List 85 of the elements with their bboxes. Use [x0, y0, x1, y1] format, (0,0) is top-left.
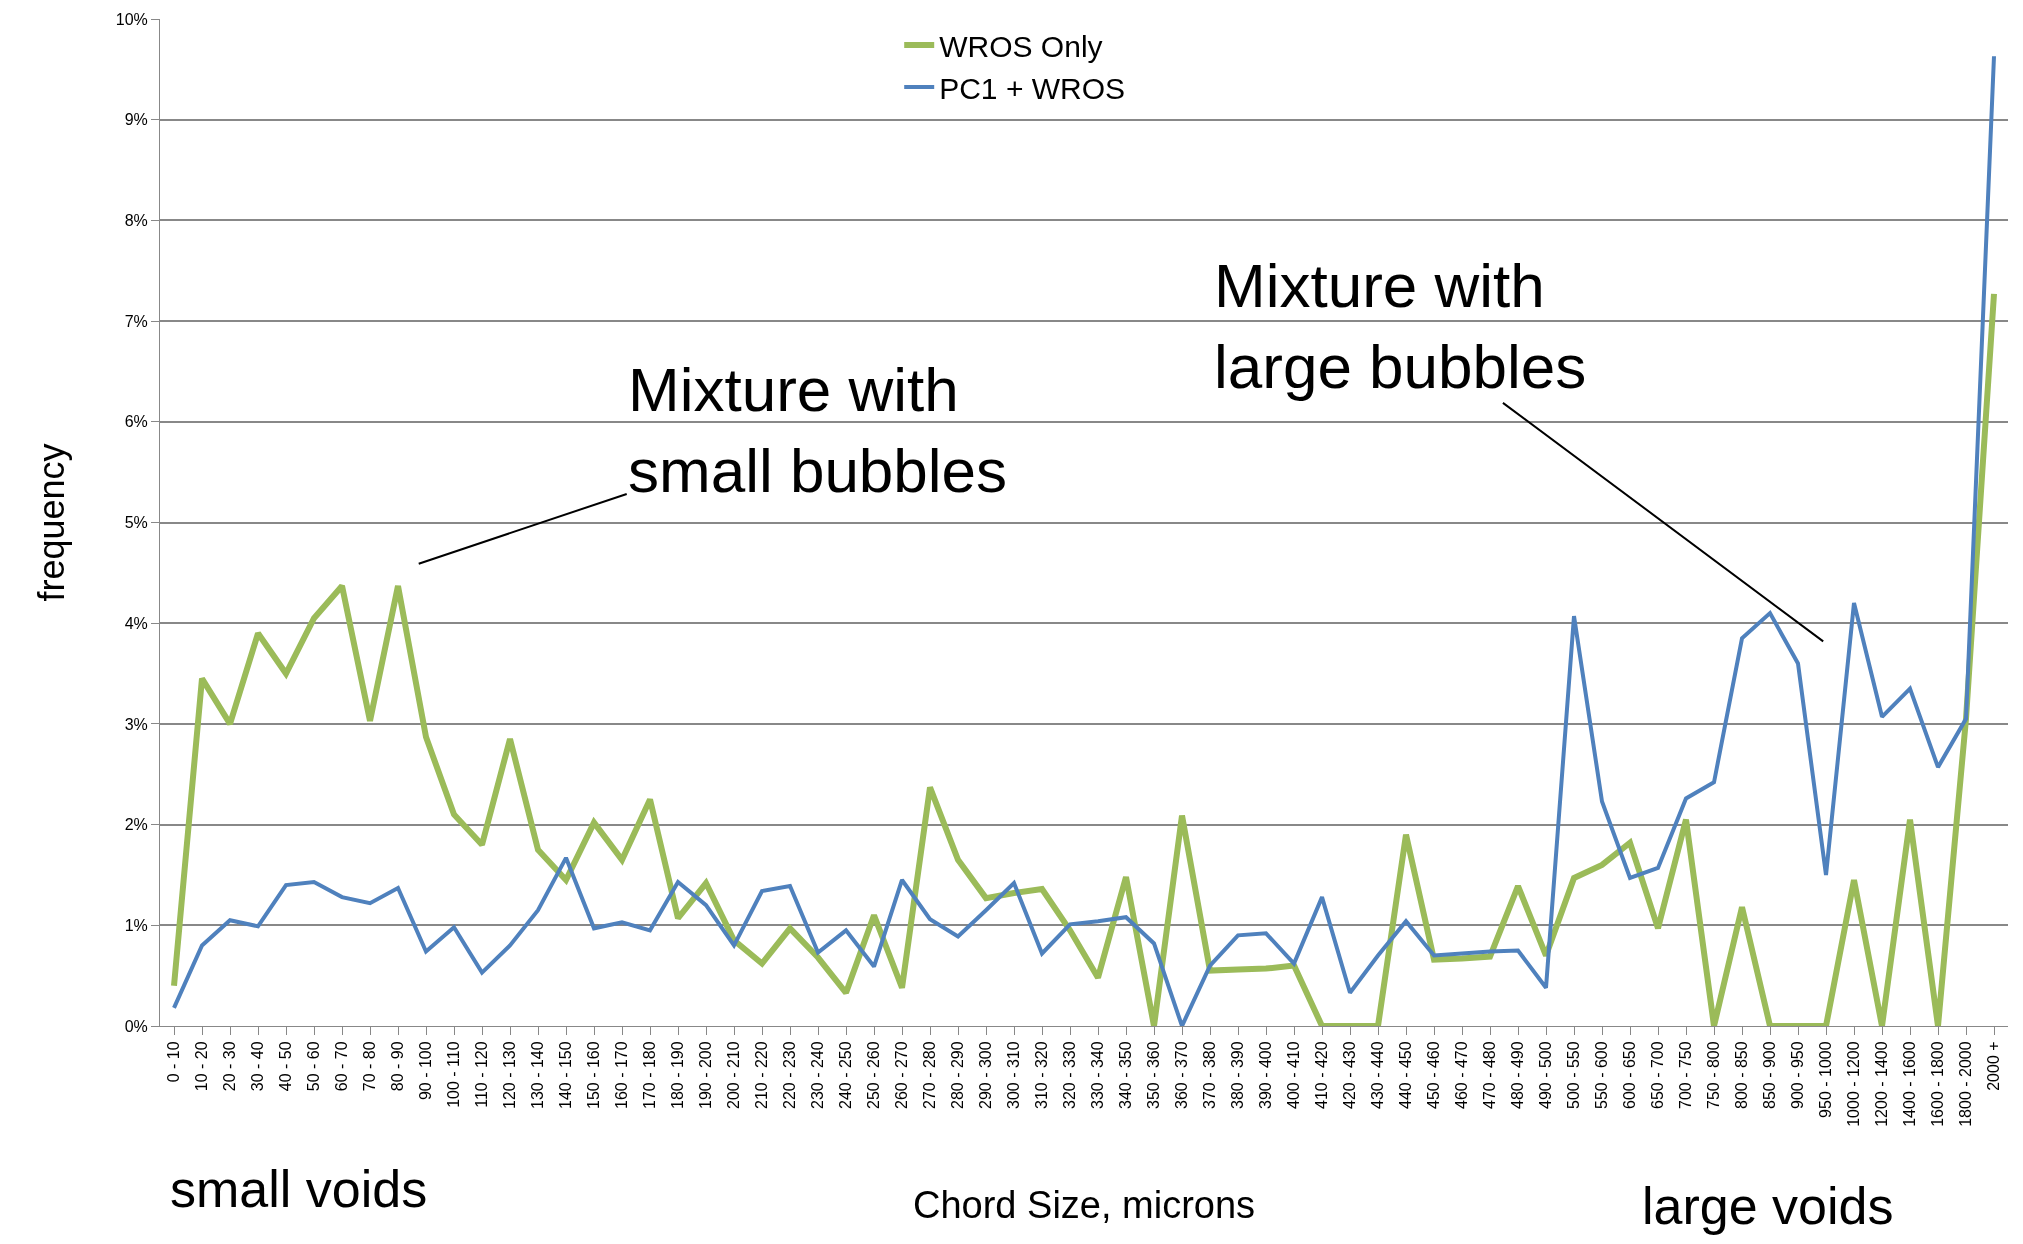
y-tick-label: 10%	[115, 10, 148, 28]
x-tick-label: 300 - 310	[1005, 1041, 1023, 1110]
y-tick-label: 3%	[124, 715, 148, 733]
x-tick-label: 200 - 210	[725, 1041, 743, 1110]
x-tick-label: 80 - 90	[389, 1041, 407, 1092]
legend-label: PC1 + WROS	[939, 71, 1126, 105]
x-axis-title: Chord Size, microns	[913, 1184, 1256, 1226]
x-tick-label: 900 - 950	[1789, 1041, 1807, 1110]
x-tick-label: 410 - 420	[1313, 1041, 1331, 1110]
x-tick-label: 210 - 220	[753, 1041, 771, 1110]
x-tick-label: 40 - 50	[277, 1041, 295, 1092]
x-tick-label: 1800 - 2000	[1957, 1041, 1975, 1127]
x-tick-label: 360 - 370	[1173, 1041, 1191, 1110]
x-tick-label: 130 - 140	[529, 1041, 547, 1110]
y-tick-label: 5%	[124, 514, 148, 532]
x-tick-label: 750 - 800	[1705, 1041, 1723, 1110]
x-tick-label: 800 - 850	[1733, 1041, 1751, 1110]
x-tick-label: 550 - 600	[1593, 1041, 1611, 1110]
y-tick-label: 8%	[124, 212, 148, 229]
x-tick-label: 500 - 550	[1565, 1041, 1583, 1110]
x-tick-label: 1400 - 1600	[1901, 1041, 1919, 1127]
x-tick-label: 850 - 900	[1761, 1041, 1779, 1110]
x-tick-label: 220 - 230	[781, 1041, 799, 1110]
x-tick-label: 10 - 20	[193, 1041, 211, 1092]
x-tick-label: 460 - 470	[1453, 1041, 1471, 1110]
x-tick-label: 490 - 500	[1537, 1041, 1555, 1110]
x-tick-label: 290 - 300	[977, 1041, 995, 1110]
x-tick-label: 50 - 60	[305, 1041, 323, 1092]
y-tick-label: 1%	[124, 916, 148, 934]
x-tick-label: 1200 - 1400	[1873, 1041, 1891, 1127]
x-tick-label: 650 - 700	[1649, 1041, 1667, 1110]
y-tick-label: 2%	[124, 816, 148, 834]
x-tick-label: 70 - 80	[361, 1041, 379, 1092]
x-tick-label: 400 - 410	[1285, 1041, 1303, 1110]
y-tick-label: 4%	[124, 614, 148, 632]
x-tick-label: 950 - 1000	[1817, 1041, 1835, 1118]
y-tick-label: 6%	[124, 413, 148, 431]
x-tick-label: 450 - 460	[1425, 1041, 1443, 1110]
x-tick-label: 110 - 120	[473, 1041, 491, 1108]
x-tick-label: 340 - 350	[1117, 1041, 1135, 1110]
x-tick-label: 240 - 250	[837, 1041, 855, 1110]
annotation: Mixture with small bubbles	[628, 355, 1008, 505]
text: small voids	[170, 1160, 428, 1218]
x-tick-label: 350 - 360	[1145, 1041, 1163, 1110]
x-tick-label: 1600 - 1800	[1929, 1041, 1947, 1127]
y-tick-label: 0%	[124, 1017, 148, 1035]
x-tick-label: 160 - 170	[613, 1041, 631, 1110]
x-tick-label: 2000 +	[1985, 1041, 2003, 1091]
x-tick-label: 430 - 440	[1369, 1041, 1387, 1110]
y-axis-title: frequency	[30, 443, 72, 602]
x-tick-label: 20 - 30	[221, 1041, 239, 1092]
x-tick-label: 320 - 330	[1061, 1041, 1079, 1110]
x-tick-label: 600 - 650	[1621, 1041, 1639, 1110]
x-tick-label: 420 - 430	[1341, 1041, 1359, 1110]
x-tick-label: 700 - 750	[1677, 1041, 1695, 1110]
x-tick-label: 390 - 400	[1257, 1041, 1275, 1110]
x-tick-label: 230 - 240	[809, 1041, 827, 1110]
x-tick-label: 250 - 260	[865, 1041, 883, 1110]
x-tick-label: 470 - 480	[1481, 1041, 1499, 1110]
x-tick-label: 370 - 380	[1201, 1041, 1219, 1110]
x-tick-label: 120 - 130	[501, 1041, 519, 1110]
x-tick-label: 310 - 320	[1033, 1041, 1051, 1110]
x-tick-label: 260 - 270	[893, 1041, 911, 1110]
y-tick-label: 9%	[124, 111, 148, 129]
x-tick-label: 30 - 40	[249, 1041, 267, 1092]
x-tick-label: 330 - 340	[1089, 1041, 1107, 1110]
x-tick-label: 480 - 490	[1509, 1041, 1527, 1110]
x-tick-label: 60 - 70	[333, 1041, 351, 1092]
y-tick-label: 7%	[124, 312, 148, 330]
x-tick-label: 380 - 390	[1229, 1041, 1247, 1110]
x-tick-label: 190 - 200	[697, 1041, 715, 1110]
x-tick-label: 150 - 160	[585, 1041, 603, 1110]
x-tick-label: 170 - 180	[641, 1041, 659, 1110]
x-tick-label: 140 - 150	[557, 1041, 575, 1110]
x-tick-label: 270 - 280	[921, 1041, 939, 1110]
x-tick-label: 1000 - 1200	[1845, 1041, 1863, 1127]
annotation: Mixture with large bubbles	[1214, 251, 1587, 401]
text: large voids	[1642, 1177, 1894, 1235]
x-tick-label: 100 - 110	[445, 1041, 463, 1108]
legend-label: WROS Only	[939, 29, 1103, 63]
x-tick-label: 180 - 190	[669, 1041, 687, 1110]
x-tick-label: 280 - 290	[949, 1041, 967, 1110]
x-tick-label: 440 - 450	[1397, 1041, 1415, 1110]
x-tick-label: 90 - 100	[417, 1041, 435, 1101]
x-tick-label: 0 - 10	[165, 1041, 183, 1083]
